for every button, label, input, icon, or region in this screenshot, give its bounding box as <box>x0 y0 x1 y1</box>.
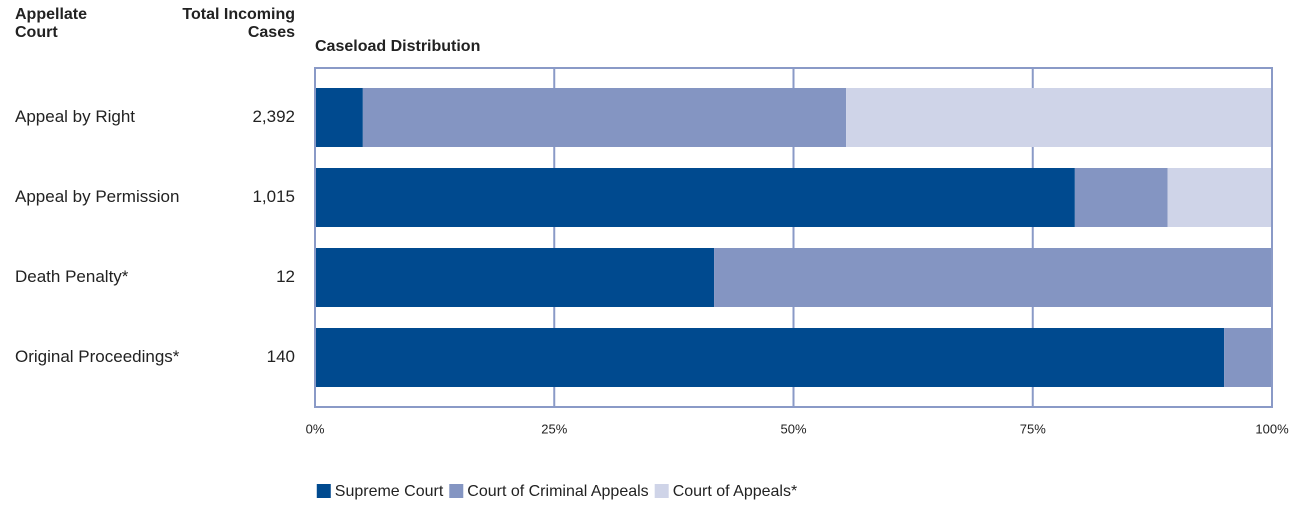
category-label: Death Penalty* <box>15 267 129 286</box>
bar-segment <box>846 88 1272 147</box>
bar-segment <box>315 328 1225 387</box>
legend-swatch <box>449 484 464 498</box>
legend-swatch <box>316 484 331 498</box>
x-tick-label: 25% <box>541 421 567 436</box>
category-label: Appeal by Permission <box>15 187 179 206</box>
chart-title: Caseload Distribution <box>315 38 480 55</box>
legend-label: Court of Criminal Appeals <box>467 483 648 500</box>
legend-label: Court of Appeals* <box>673 483 798 500</box>
bar-segment <box>315 248 715 307</box>
total-header: Total Incoming Cases <box>182 6 295 41</box>
bar-segment <box>1224 328 1272 387</box>
bar-segment <box>714 248 1272 307</box>
legend-label: Supreme Court <box>335 483 444 500</box>
x-tick-label: 75% <box>1020 421 1046 436</box>
total-cases: 12 <box>276 267 295 286</box>
bar-segment <box>1074 168 1168 227</box>
plot-border <box>314 67 1273 408</box>
total-cases: 2,392 <box>252 107 295 126</box>
bar-segment <box>362 88 847 147</box>
legend-swatch <box>654 484 669 498</box>
category-label: Original Proceedings* <box>15 347 180 366</box>
bar-segment <box>1167 168 1272 227</box>
category-header: Appellate Court <box>15 6 88 41</box>
x-tick-label: 0% <box>306 421 325 436</box>
bar-segment <box>315 168 1075 227</box>
total-cases: 140 <box>267 347 295 366</box>
x-tick-label: 100% <box>1255 421 1289 436</box>
x-tick-label: 50% <box>780 421 806 436</box>
bar-segment <box>315 88 363 147</box>
total-cases: 1,015 <box>252 187 295 206</box>
category-label: Appeal by Right <box>15 107 135 126</box>
